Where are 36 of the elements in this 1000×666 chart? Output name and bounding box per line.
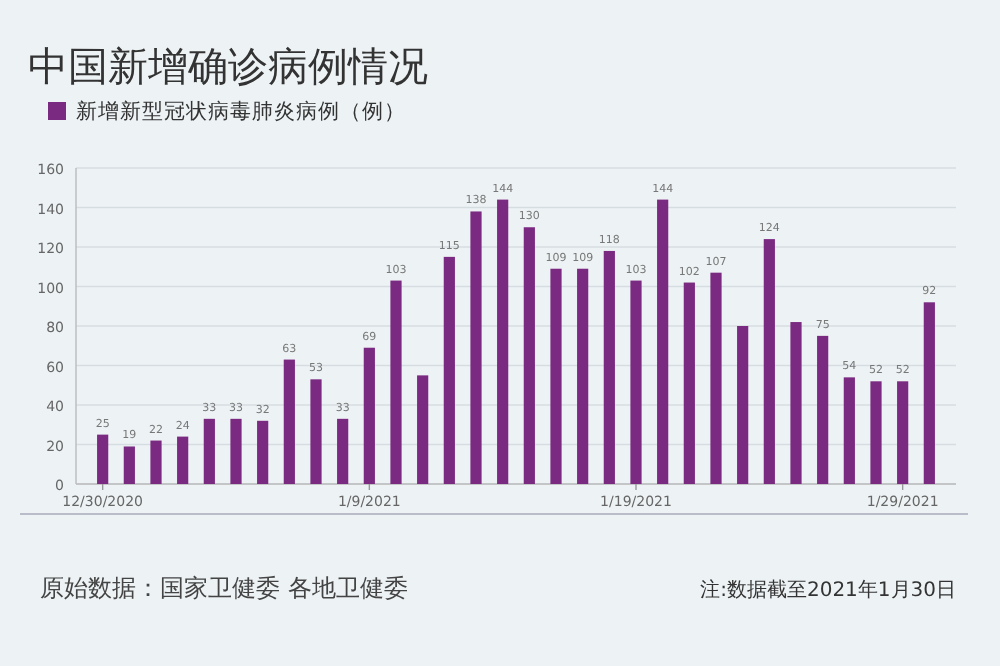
bar xyxy=(843,377,855,484)
bar xyxy=(363,347,375,484)
bar xyxy=(603,250,615,484)
bar xyxy=(710,272,722,484)
bar xyxy=(763,239,775,484)
bar xyxy=(203,418,215,484)
bar xyxy=(497,199,509,484)
bar xyxy=(123,446,135,484)
bar xyxy=(337,418,349,484)
bar xyxy=(310,379,322,484)
bar xyxy=(683,282,695,484)
bar xyxy=(737,326,749,484)
bar xyxy=(150,440,162,484)
chart-title: 中国新增确诊病例情况 xyxy=(28,42,428,90)
bar xyxy=(97,434,109,484)
bar xyxy=(390,280,402,484)
text: 注:数据截至2021年1月30日 xyxy=(700,578,956,602)
text: 原始数据：国家卫健委 各地卫健委 xyxy=(40,574,408,602)
bar xyxy=(630,280,642,484)
bar xyxy=(283,359,295,484)
bar xyxy=(790,322,802,484)
bar xyxy=(523,227,535,484)
bar xyxy=(657,199,669,484)
bar xyxy=(257,420,269,484)
bar xyxy=(923,302,935,484)
bar xyxy=(817,335,829,484)
legend-label: 新增新型冠状病毒肺炎病例（例） xyxy=(76,98,406,124)
bar xyxy=(177,436,189,484)
bar xyxy=(230,418,242,484)
bar xyxy=(897,381,909,484)
bar xyxy=(870,381,882,484)
bar xyxy=(577,268,589,484)
bar xyxy=(470,211,482,484)
bar xyxy=(443,256,455,484)
bar xyxy=(550,268,562,484)
bar xyxy=(417,375,429,484)
